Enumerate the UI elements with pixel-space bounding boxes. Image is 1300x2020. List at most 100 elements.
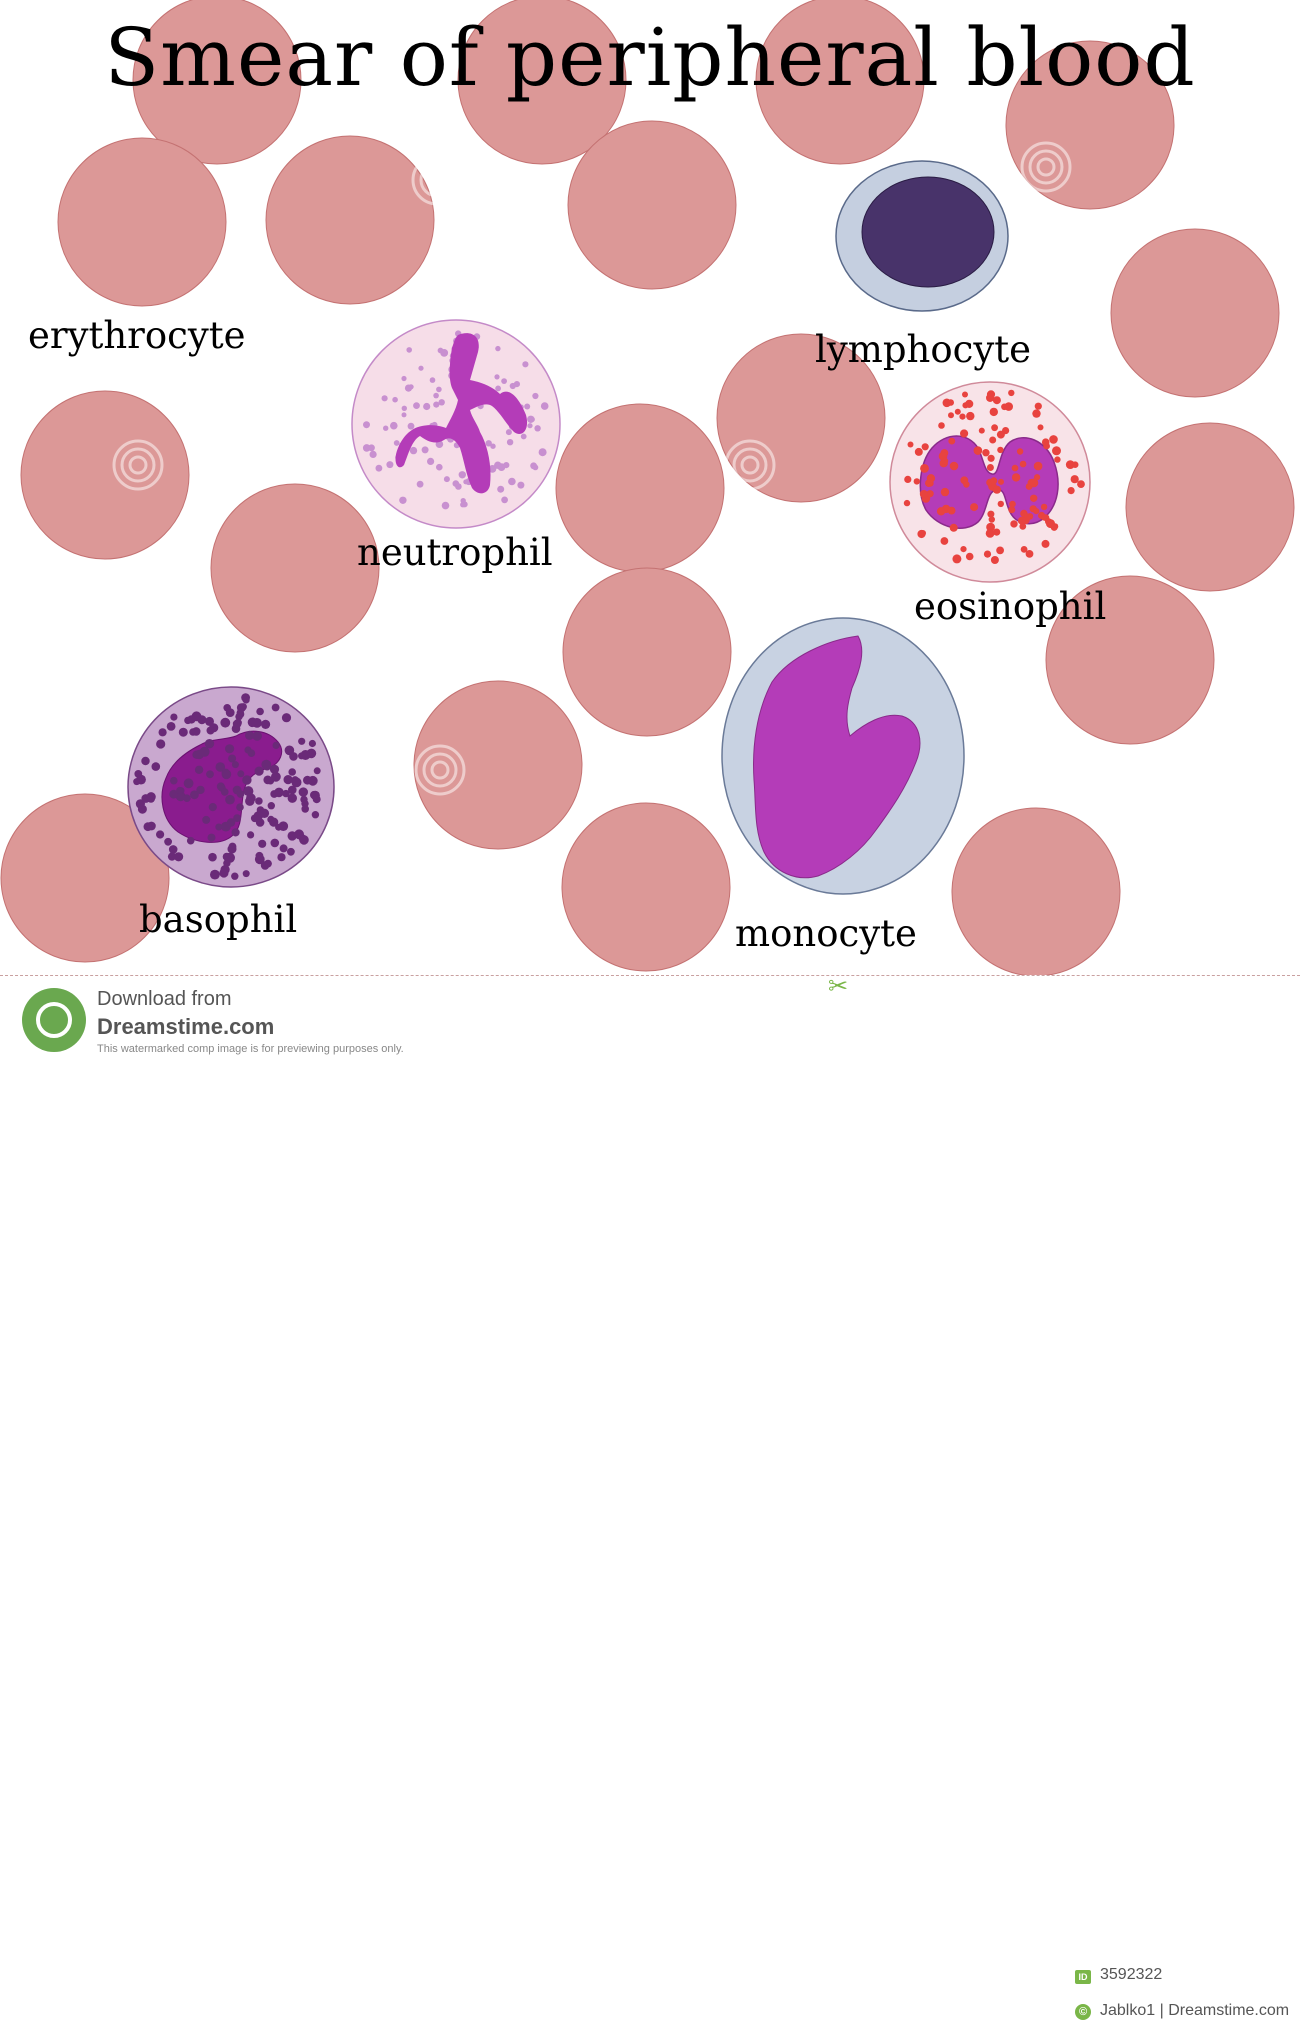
neutrophil-granule [413, 402, 420, 409]
basophil-granule [313, 767, 321, 775]
basophil-granule [225, 744, 235, 754]
eosinophil-granule [914, 447, 923, 456]
eosinophil-granule [982, 449, 990, 457]
basophil-granule [256, 707, 264, 716]
watermark-swirl [414, 744, 466, 796]
neutrophil-granule [401, 412, 407, 418]
basophil-granule [156, 830, 165, 839]
neutrophil-granule [401, 405, 407, 411]
basophil-granule [287, 831, 297, 841]
neutrophil-granule [513, 381, 521, 388]
basophil-granule [210, 869, 220, 880]
basophil-granule [206, 726, 215, 735]
eosinophil-granule [973, 446, 983, 455]
eosinophil-granule [988, 516, 995, 523]
basophil-granule [247, 831, 255, 839]
basophil-granule [178, 727, 188, 737]
basophil-granule [191, 727, 201, 736]
neutrophil-granule [375, 464, 383, 472]
eosinophil-granule [1009, 500, 1016, 508]
watermark-swirl [1028, 149, 1064, 185]
scissors-icon: ✂ [828, 972, 849, 1000]
neutrophil-granule [383, 425, 389, 431]
neutrophil-granule [538, 448, 547, 457]
eosinophil-granule [960, 429, 969, 438]
basophil-granule [239, 703, 247, 711]
eosinophil-granule [996, 546, 1004, 555]
neutrophil-nucleus [395, 333, 528, 494]
erythrocyte-label: erythrocyte [28, 314, 246, 357]
eosinophil-granule [1034, 402, 1042, 410]
erythrocyte [1005, 40, 1175, 210]
page-title: Smear of peripheral blood [104, 11, 1196, 104]
neutrophil-granule [488, 465, 497, 473]
basophil-granule [242, 696, 250, 704]
eosinophil-granule [1037, 424, 1044, 431]
watermark-swirl [1036, 760, 1056, 780]
footer-site-name: Dreamstime.com [97, 1014, 275, 1039]
eosinophil-granule [1033, 461, 1043, 471]
erythrocyte-group [0, 0, 1295, 975]
eosinophil-granule [992, 396, 1001, 405]
neutrophil-granule [440, 349, 449, 357]
eosinophil-granule [919, 490, 928, 498]
eosinophil-granule [1008, 389, 1015, 397]
eosinophil-granule [1016, 448, 1024, 455]
id-badge: ID [1075, 1970, 1091, 1984]
basophil-granule [281, 713, 292, 723]
eosinophil-granule [1067, 487, 1075, 495]
basophil-granule [169, 789, 179, 799]
eosinophil-granule [1034, 474, 1041, 481]
neutrophil-granule [418, 365, 424, 371]
eosinophil-granule [1019, 523, 1027, 530]
eosinophil-granule [1017, 516, 1026, 525]
basophil-granule [151, 762, 161, 771]
neutrophil-granule [408, 384, 414, 390]
basophil-granule [254, 766, 264, 776]
neutrophil-granule [506, 439, 514, 446]
basophil-granule [208, 852, 217, 862]
erythrocyte [1045, 575, 1215, 745]
eosinophil-granule [990, 556, 999, 564]
eosinophil-granule [1041, 438, 1050, 447]
basophil-granule [143, 822, 153, 832]
neutrophil-granule [433, 392, 439, 399]
dreamstime-logo-icon [22, 988, 86, 1052]
eosinophil-granule [904, 475, 912, 483]
neutrophil-granule [399, 496, 407, 504]
neutrophil-granule [534, 425, 541, 432]
neutrophil-granule [438, 399, 445, 406]
basophil-granule [298, 787, 308, 797]
eosinophil-granule [960, 546, 967, 553]
basophil-granule [196, 785, 205, 795]
basophil-granule [287, 847, 295, 856]
neutrophil-cell [351, 319, 561, 529]
basophil-granule [166, 722, 176, 731]
eosinophil-granule [1070, 475, 1079, 484]
basophil-granule [269, 817, 279, 827]
watermark-swirl [411, 154, 463, 206]
basophil-granule [194, 765, 204, 774]
neutrophil-granule [386, 461, 394, 469]
eosinophil-granule [952, 554, 962, 564]
basophil-granule [269, 764, 280, 774]
watermark-swirl [740, 455, 760, 475]
basophil-granule [141, 756, 150, 766]
neutrophil-granule [529, 416, 535, 423]
basophil-granule [252, 731, 262, 741]
basophil-granule [283, 775, 293, 785]
basophil-granule [176, 786, 184, 795]
erythrocyte [57, 137, 227, 307]
eosinophil-granule [986, 390, 996, 399]
erythrocyte [210, 483, 380, 653]
basophil-granule [206, 770, 214, 779]
neutrophil-granule [427, 457, 435, 465]
eosinophil-granule [962, 391, 968, 398]
basophil-granule [197, 715, 207, 725]
eosinophil-granule [1050, 524, 1058, 531]
erythrocyte [20, 390, 190, 560]
eosinophil-granule [949, 523, 958, 532]
neutrophil-granule [363, 421, 370, 429]
basophil-granule [255, 851, 264, 860]
eosinophil-granule [938, 422, 945, 429]
